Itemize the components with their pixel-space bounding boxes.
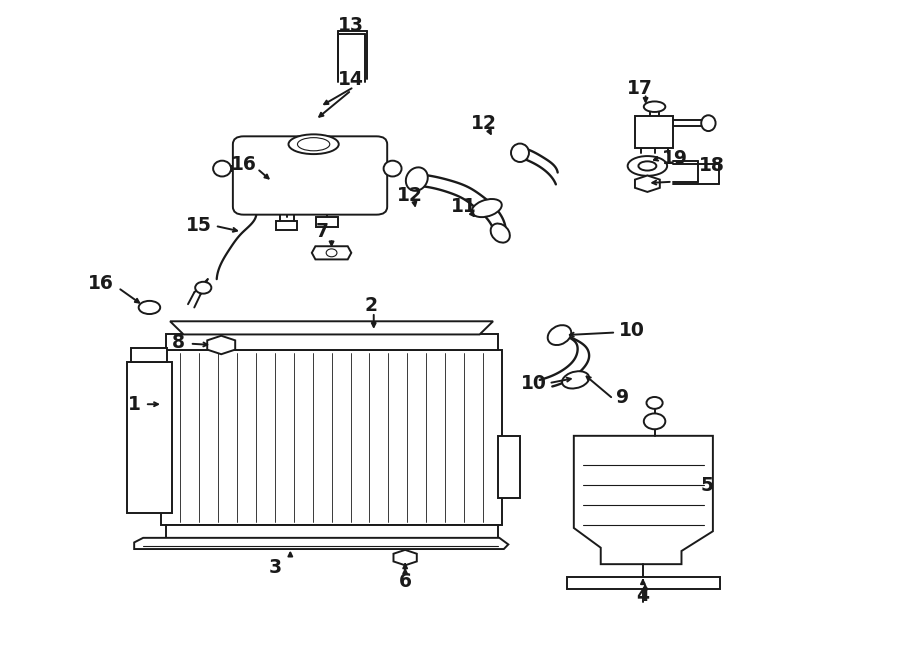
Polygon shape [311, 247, 351, 259]
Ellipse shape [298, 137, 329, 151]
Ellipse shape [139, 301, 160, 314]
Polygon shape [393, 550, 417, 565]
Text: 7: 7 [316, 222, 329, 241]
Ellipse shape [195, 282, 212, 293]
Ellipse shape [644, 413, 665, 429]
Bar [161, 350, 502, 525]
Bar [166, 525, 498, 541]
Text: 18: 18 [699, 157, 725, 175]
Text: 12: 12 [397, 186, 423, 205]
Bar [498, 436, 520, 498]
Text: 13: 13 [338, 17, 364, 35]
FancyBboxPatch shape [233, 136, 387, 215]
Ellipse shape [627, 156, 667, 176]
Text: 11: 11 [451, 197, 476, 216]
Ellipse shape [638, 161, 656, 171]
Ellipse shape [472, 199, 502, 217]
Ellipse shape [511, 143, 529, 162]
Text: 17: 17 [627, 79, 653, 98]
Ellipse shape [406, 167, 428, 191]
Text: 3: 3 [268, 558, 282, 577]
Polygon shape [134, 538, 508, 549]
Text: 9: 9 [616, 388, 629, 407]
Polygon shape [574, 436, 713, 564]
Polygon shape [207, 336, 235, 354]
Bar [276, 221, 298, 230]
Ellipse shape [562, 371, 590, 389]
Ellipse shape [213, 161, 231, 176]
Ellipse shape [646, 397, 662, 408]
Ellipse shape [548, 325, 572, 345]
Text: 16: 16 [87, 274, 113, 293]
Bar [127, 362, 172, 513]
Bar [634, 116, 672, 147]
Text: 15: 15 [186, 215, 212, 235]
Text: 10: 10 [521, 373, 547, 393]
Polygon shape [567, 577, 720, 589]
Ellipse shape [289, 134, 338, 154]
Ellipse shape [491, 223, 510, 243]
Text: 2: 2 [364, 296, 377, 315]
Bar [166, 334, 498, 350]
Text: 4: 4 [636, 586, 650, 605]
Text: 5: 5 [700, 476, 713, 494]
Bar [316, 217, 338, 227]
Text: 1: 1 [128, 395, 140, 414]
Ellipse shape [701, 115, 716, 131]
Text: 6: 6 [399, 572, 411, 592]
Polygon shape [635, 176, 660, 192]
Text: 8: 8 [172, 333, 185, 352]
Ellipse shape [326, 249, 337, 256]
Ellipse shape [644, 101, 665, 112]
Text: 19: 19 [662, 149, 688, 167]
Bar [131, 348, 167, 362]
Ellipse shape [383, 161, 401, 176]
Polygon shape [170, 321, 493, 334]
Text: 16: 16 [231, 155, 257, 174]
Text: 10: 10 [618, 321, 644, 340]
Text: 12: 12 [472, 114, 497, 133]
Text: 14: 14 [338, 69, 364, 89]
